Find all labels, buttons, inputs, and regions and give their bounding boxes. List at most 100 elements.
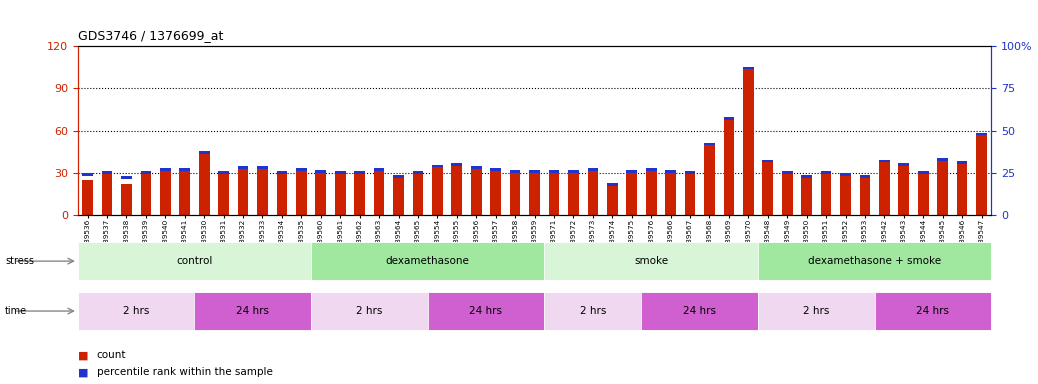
Bar [296, 168, 306, 171]
Bar [801, 175, 812, 177]
Bar [626, 171, 637, 215]
Text: control: control [176, 256, 213, 266]
Bar [976, 132, 987, 135]
Text: 2 hrs: 2 hrs [803, 306, 829, 316]
Text: percentile rank within the sample: percentile rank within the sample [97, 367, 272, 377]
Bar [257, 166, 268, 169]
Bar [276, 173, 288, 215]
Bar [311, 242, 544, 280]
Bar [316, 170, 326, 172]
Bar [160, 168, 170, 171]
Bar [544, 292, 641, 330]
Text: stress: stress [5, 256, 34, 266]
Bar [665, 170, 676, 172]
Bar [82, 173, 93, 176]
Bar [335, 173, 346, 215]
Bar [899, 164, 909, 215]
Text: 24 hrs: 24 hrs [917, 306, 950, 316]
Bar [879, 160, 890, 162]
Text: smoke: smoke [634, 256, 668, 266]
Bar [78, 292, 194, 330]
Bar [257, 167, 268, 215]
Bar [413, 173, 424, 215]
Text: GDS3746 / 1376699_at: GDS3746 / 1376699_at [78, 29, 223, 42]
Bar [723, 118, 734, 120]
Bar [199, 153, 210, 215]
Bar [607, 183, 618, 186]
Bar [490, 168, 501, 171]
Bar [393, 175, 404, 177]
Bar [879, 162, 890, 215]
Bar [102, 173, 112, 215]
Text: 24 hrs: 24 hrs [237, 306, 269, 316]
Bar [316, 171, 326, 215]
Text: 24 hrs: 24 hrs [683, 306, 716, 316]
Bar [180, 168, 190, 171]
Bar [218, 173, 229, 215]
Bar [801, 175, 812, 215]
Bar [641, 292, 758, 330]
Bar [160, 170, 170, 215]
Bar [335, 171, 346, 174]
Bar [354, 171, 365, 174]
Bar [102, 171, 112, 174]
Bar [374, 170, 384, 215]
Bar [758, 242, 991, 280]
Bar [510, 171, 520, 215]
Bar [626, 170, 637, 172]
Bar [413, 171, 424, 174]
Text: count: count [97, 350, 126, 360]
Bar [840, 173, 851, 176]
Bar [758, 292, 875, 330]
Bar [821, 171, 831, 174]
Bar [549, 171, 559, 215]
Text: 2 hrs: 2 hrs [122, 306, 149, 316]
Bar [646, 168, 656, 171]
Bar [428, 292, 544, 330]
Bar [685, 173, 695, 215]
Bar [529, 171, 540, 215]
Bar [588, 170, 598, 215]
Bar [121, 184, 132, 215]
Bar [782, 171, 793, 174]
Bar [875, 292, 991, 330]
Bar [432, 167, 443, 215]
Bar [568, 171, 579, 215]
Bar [432, 165, 443, 167]
Bar [510, 170, 520, 172]
Bar [374, 168, 384, 171]
Bar [471, 166, 482, 169]
Bar [78, 242, 311, 280]
Bar [276, 171, 288, 174]
Bar [957, 163, 967, 215]
Bar [704, 143, 715, 146]
Bar [471, 169, 482, 215]
Bar [194, 292, 311, 330]
Bar [782, 173, 793, 215]
Bar [490, 170, 501, 215]
Bar [821, 173, 831, 215]
Bar [180, 171, 190, 215]
Bar [763, 160, 773, 162]
Bar [763, 162, 773, 215]
Text: ■: ■ [78, 367, 88, 377]
Text: dexamethasone: dexamethasone [386, 256, 469, 266]
Bar [393, 175, 404, 215]
Text: 2 hrs: 2 hrs [579, 306, 606, 316]
Bar [937, 159, 948, 215]
Bar [918, 173, 929, 215]
Bar [743, 67, 754, 70]
Bar [238, 166, 248, 169]
Bar [311, 292, 428, 330]
Bar [840, 174, 851, 215]
Bar [723, 119, 734, 215]
Bar [859, 175, 870, 177]
Bar [544, 242, 758, 280]
Bar [859, 175, 870, 215]
Bar [568, 170, 579, 172]
Bar [646, 169, 656, 215]
Bar [529, 170, 540, 172]
Text: time: time [5, 306, 27, 316]
Bar [121, 177, 132, 179]
Bar [665, 171, 676, 215]
